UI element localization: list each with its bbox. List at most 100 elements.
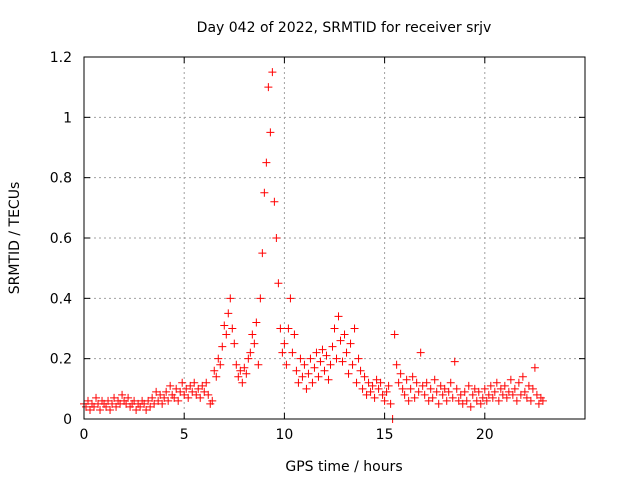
data-point [442, 396, 451, 405]
data-point [476, 399, 485, 408]
data-point [434, 399, 443, 408]
data-point [494, 396, 503, 405]
y-tick-label: 1 [63, 110, 72, 126]
data-point [312, 348, 321, 357]
data-point [190, 378, 199, 387]
data-point [454, 396, 463, 405]
data-point [400, 390, 409, 399]
grid-lines [84, 57, 585, 419]
data-point [166, 381, 175, 390]
data-point [354, 354, 363, 363]
y-tick-label: 0.2 [50, 352, 72, 368]
data-point [340, 330, 349, 339]
data-point [332, 354, 341, 363]
data-point [238, 378, 247, 387]
data-point [322, 351, 331, 360]
data-point [234, 372, 243, 381]
data-point [514, 378, 523, 387]
data-point [512, 396, 521, 405]
data-point [178, 378, 187, 387]
data-point [336, 336, 345, 345]
data-point [300, 360, 309, 369]
data-point [350, 324, 359, 333]
data-point [202, 378, 211, 387]
data-point [260, 188, 269, 197]
data-point [262, 158, 271, 167]
data-point [296, 354, 305, 363]
data-point [338, 357, 347, 366]
data-point [160, 393, 169, 402]
data-point [292, 366, 301, 375]
data-point [422, 378, 431, 387]
data-point [474, 387, 483, 396]
data-point [204, 390, 213, 399]
data-point [362, 390, 371, 399]
data-point [508, 390, 517, 399]
data-point [102, 402, 111, 411]
data-point [226, 294, 235, 303]
data-point [346, 339, 355, 348]
data-point [278, 348, 287, 357]
data-point [352, 378, 361, 387]
data-point [136, 402, 145, 411]
data-point [418, 381, 427, 390]
data-point [534, 399, 543, 408]
data-point [82, 402, 91, 411]
data-point [464, 381, 473, 390]
data-point [420, 390, 429, 399]
data-point [302, 384, 311, 393]
data-point [310, 363, 319, 372]
data-point [328, 342, 337, 351]
data-point [432, 387, 441, 396]
y-tick-labels: 0 0.2 0.4 0.6 0.8 1 1.2 [50, 50, 72, 428]
data-point [526, 396, 535, 405]
data-point [502, 393, 511, 402]
data-point [284, 324, 293, 333]
data-point [220, 321, 229, 330]
data-point [506, 375, 515, 384]
data-point [426, 384, 435, 393]
data-point [528, 384, 537, 393]
data-point [148, 393, 157, 402]
data-point [110, 393, 119, 402]
data-point [180, 390, 189, 399]
data-point [246, 348, 255, 357]
data-point [172, 384, 181, 393]
data-point [146, 402, 155, 411]
data-point [216, 360, 225, 369]
data-point [298, 372, 307, 381]
data-point [386, 399, 395, 408]
data-point [358, 384, 367, 393]
data-point [326, 360, 335, 369]
data-point [236, 366, 245, 375]
data-point [496, 384, 505, 393]
data-point [182, 384, 191, 393]
data-point [416, 348, 425, 357]
data-point [130, 396, 139, 405]
data-point [92, 393, 101, 402]
data-point [210, 366, 219, 375]
data-point [356, 366, 365, 375]
data-point [142, 405, 151, 414]
data-point [188, 387, 197, 396]
data-point [460, 387, 469, 396]
data-point [324, 375, 333, 384]
data-point [164, 396, 173, 405]
data-point [368, 381, 377, 390]
data-point [492, 378, 501, 387]
data-point [428, 393, 437, 402]
data-point [456, 390, 465, 399]
data-point [522, 393, 531, 402]
data-point [412, 378, 421, 387]
y-axis-label: SRMTID / TECUs [7, 182, 23, 295]
data-point [462, 396, 471, 405]
data-point [372, 375, 381, 384]
data-point [290, 330, 299, 339]
data-point [504, 387, 513, 396]
data-point [348, 360, 357, 369]
data-point [184, 393, 193, 402]
data-point [500, 381, 509, 390]
data-point [244, 354, 253, 363]
data-point [470, 384, 479, 393]
